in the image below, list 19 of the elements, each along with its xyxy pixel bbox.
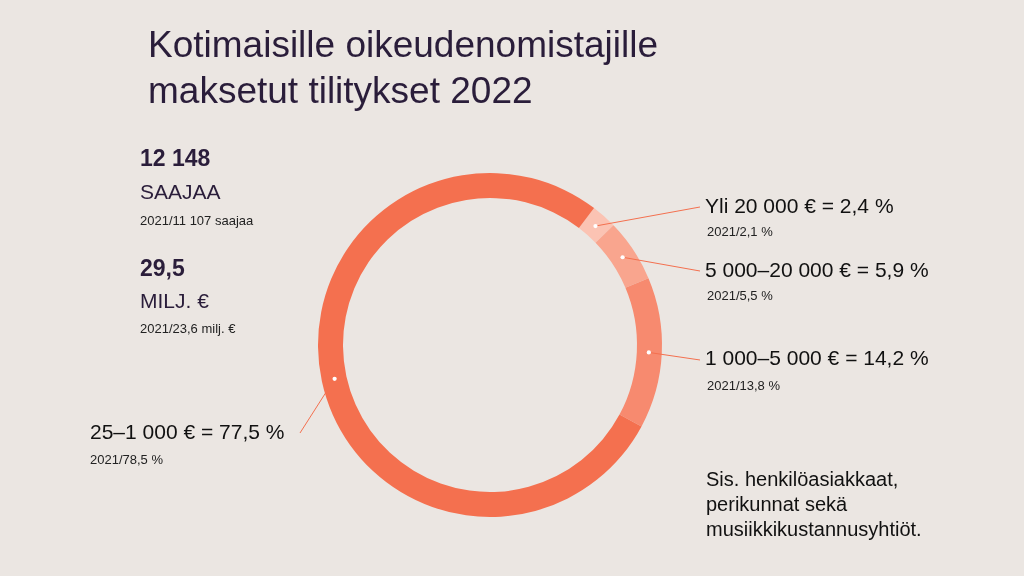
slice-label: 25–1 000 € = 77,5 %: [90, 420, 285, 443]
text: 29,5: [140, 255, 185, 281]
text: 2021/5,5 %: [707, 288, 774, 303]
text: 2021/2,1 %: [707, 224, 774, 239]
text: 2021/23,6 milj. €: [140, 321, 237, 336]
text: SAAJAA: [140, 180, 221, 203]
donut-slice: [595, 225, 649, 288]
text: 2021/13,8 %: [707, 378, 781, 393]
slice-label: 1 000–5 000 € = 14,2 %: [705, 346, 929, 369]
text: 2021/11 107 saajaa: [140, 213, 255, 228]
slice-label: Yli 20 000 € = 2,4 %: [705, 194, 894, 217]
text: 12 148: [140, 145, 211, 171]
text: Sis. henkilöasiakkaat, perikunnat sekä musiikkikustannusyhtiöt.: [706, 468, 922, 540]
donut-slice: [578, 208, 614, 243]
text: 2021/78,5 %: [90, 452, 164, 467]
slice-label: 5 000–20 000 € = 5,9 %: [705, 258, 929, 281]
text: MILJ. €: [140, 289, 210, 312]
chart-title: Kotimaisille oikeudenomistajille maksetut tilitykset 2022: [148, 24, 659, 112]
donut-slice: [619, 278, 662, 427]
